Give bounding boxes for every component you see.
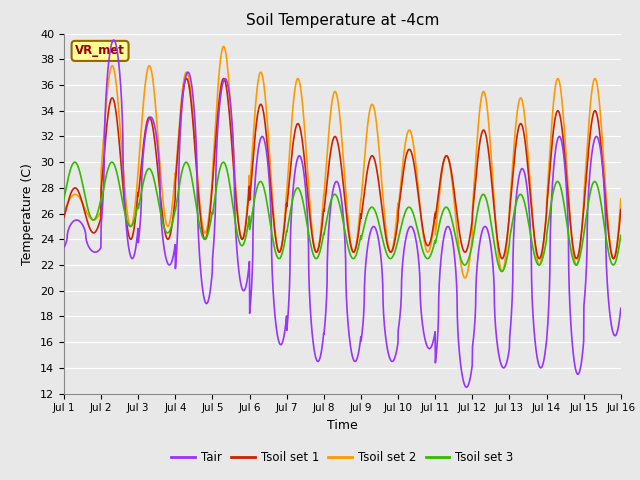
Line: Tsoil set 3: Tsoil set 3 [64, 162, 621, 272]
Tair [463, 384, 470, 390]
Tsoil set 3 [216, 168, 223, 173]
Tsoil set 1 [60, 214, 68, 220]
Tair [584, 212, 591, 218]
Legend: Tair, Tsoil set 1, Tsoil set 2, Tsoil set 3: Tair, Tsoil set 1, Tsoil set 2, Tsoil se… [166, 446, 518, 469]
Tsoil set 3 [568, 252, 576, 258]
Tair [216, 103, 223, 108]
Tsoil set 3 [71, 159, 79, 165]
Tair [110, 37, 118, 43]
Tair [617, 305, 625, 311]
Line: Tair: Tair [64, 40, 621, 387]
Tsoil set 3 [60, 195, 68, 201]
Tsoil set 1 [216, 94, 223, 100]
X-axis label: Time: Time [327, 419, 358, 432]
Tsoil set 2 [60, 208, 68, 214]
Tsoil set 1 [182, 76, 190, 82]
Tsoil set 3 [617, 232, 625, 238]
Tair [60, 244, 68, 250]
Tair [371, 224, 379, 230]
Tsoil set 2 [568, 238, 576, 244]
Tsoil set 1 [371, 157, 379, 163]
Tair [505, 350, 513, 356]
Tsoil set 2 [505, 220, 513, 226]
Tsoil set 2 [216, 69, 223, 74]
Tsoil set 2 [359, 178, 367, 184]
Tsoil set 1 [499, 256, 506, 262]
Text: VR_met: VR_met [75, 44, 125, 58]
Tsoil set 1 [359, 203, 367, 209]
Tsoil set 3 [371, 207, 379, 213]
Tsoil set 3 [584, 205, 591, 211]
Tsoil set 1 [505, 221, 513, 227]
Tsoil set 1 [568, 237, 576, 242]
Tsoil set 2 [220, 44, 227, 49]
Title: Soil Temperature at -4cm: Soil Temperature at -4cm [246, 13, 439, 28]
Tsoil set 3 [498, 269, 506, 275]
Tsoil set 1 [584, 159, 591, 165]
Tsoil set 3 [359, 230, 367, 236]
Tsoil set 1 [617, 207, 625, 213]
Tsoil set 2 [584, 138, 591, 144]
Tair [359, 324, 367, 330]
Tsoil set 3 [505, 246, 513, 252]
Tair [568, 338, 576, 344]
Y-axis label: Temperature (C): Temperature (C) [22, 163, 35, 264]
Line: Tsoil set 2: Tsoil set 2 [64, 47, 621, 278]
Line: Tsoil set 1: Tsoil set 1 [64, 79, 621, 259]
Tsoil set 2 [461, 275, 469, 281]
Tsoil set 2 [617, 196, 625, 202]
Tsoil set 2 [371, 108, 379, 114]
